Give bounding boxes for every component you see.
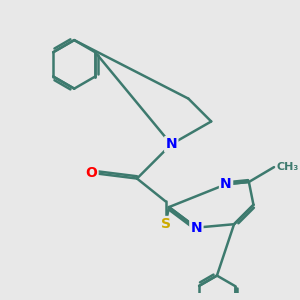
Text: N: N bbox=[165, 137, 177, 151]
Text: S: S bbox=[160, 217, 170, 231]
Text: N: N bbox=[220, 177, 232, 191]
Text: O: O bbox=[85, 166, 97, 180]
Text: N: N bbox=[190, 220, 202, 235]
Text: CH₃: CH₃ bbox=[277, 162, 299, 172]
